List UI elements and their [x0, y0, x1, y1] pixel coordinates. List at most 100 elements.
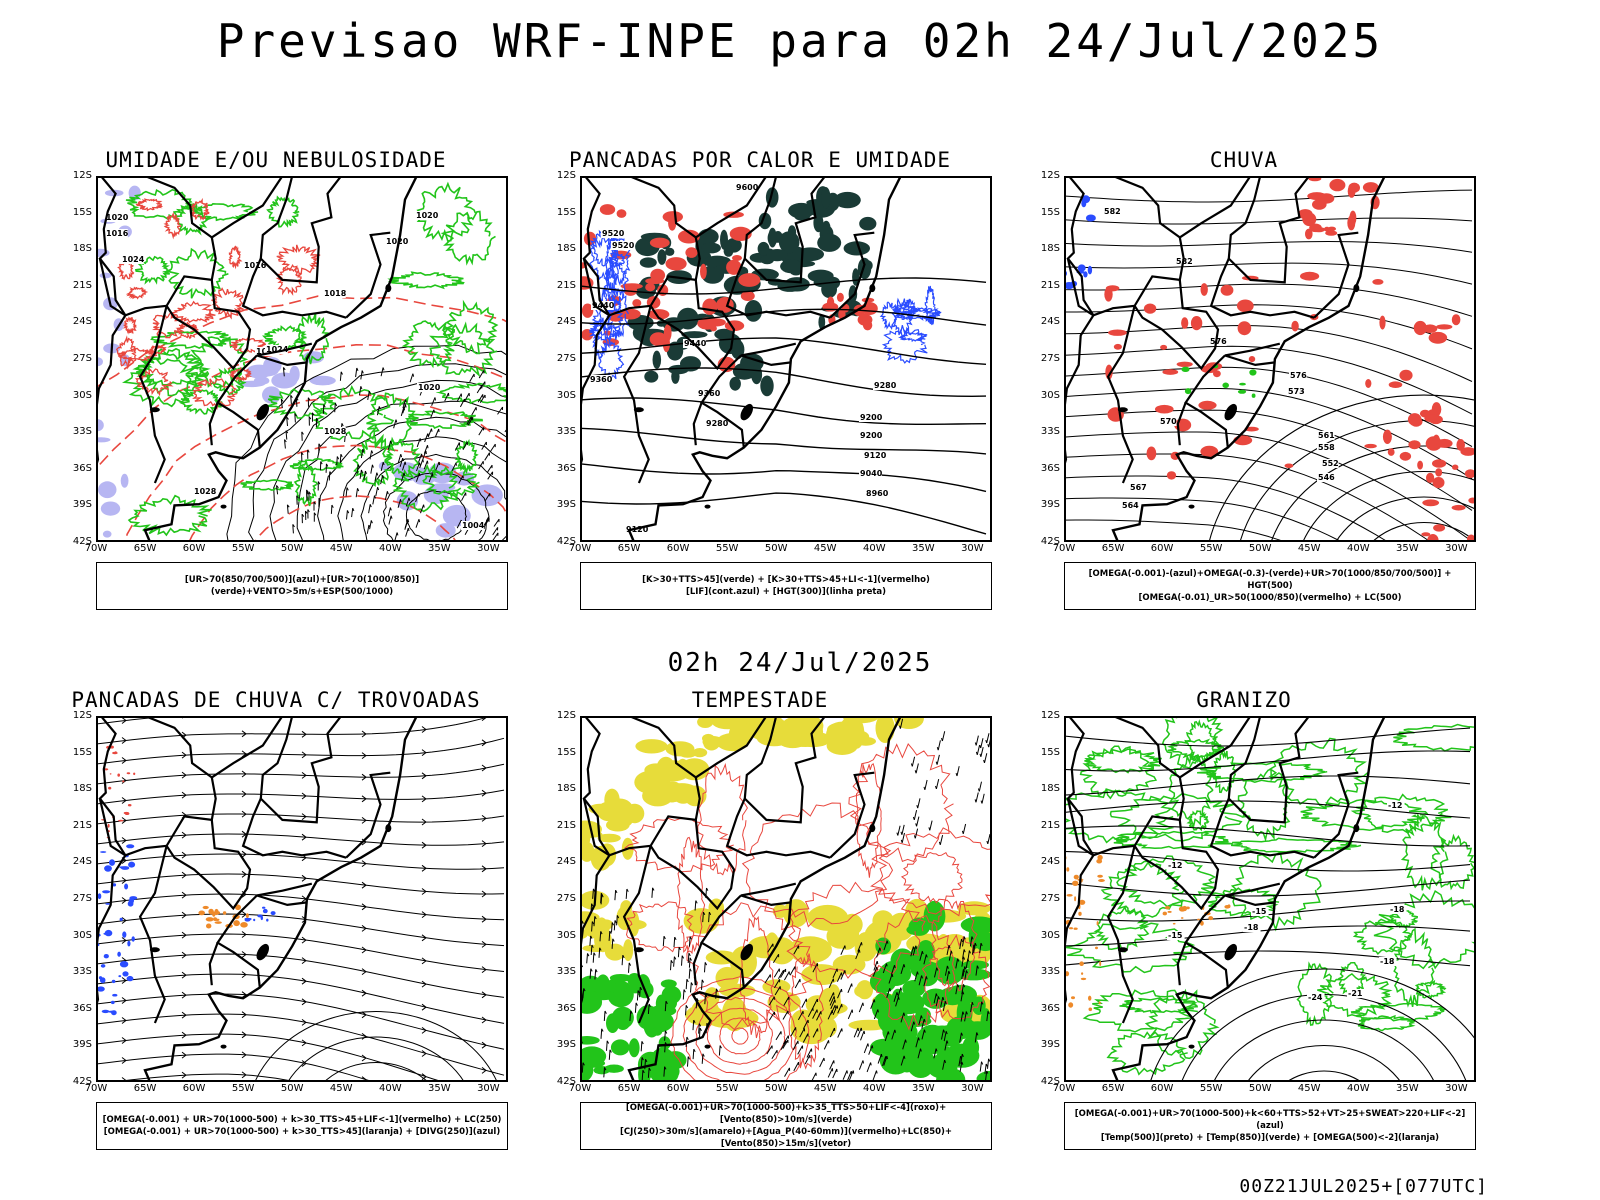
panel-title: UMIDADE E/OU NEBULOSIDADE: [105, 148, 447, 172]
contour-label: -18: [1380, 957, 1395, 966]
legend-line: [OMEGA(-0.001)+UR>70(1000-500)+k>35_TTS>…: [625, 1103, 947, 1125]
lat-tick-label: 24S: [1040, 856, 1060, 868]
contour-label: 558: [1318, 443, 1335, 452]
contour-label: 576: [1290, 371, 1307, 380]
lon-tick-label: 50W: [764, 1083, 788, 1094]
lon-tick-label: 40W: [1346, 543, 1370, 554]
panel-title: PANCADAS DE CHUVA C/ TROVOADAS: [71, 688, 481, 712]
contour-label: 1028: [324, 427, 347, 436]
legend-line: [OMEGA(-0.001) + UR>70(1000-500) + k>30_…: [102, 1115, 502, 1125]
lon-tick-label: 55W: [231, 1083, 255, 1094]
contour-label: -15: [1168, 931, 1183, 940]
contour-label: 582: [1176, 257, 1193, 266]
map-area: 12S 15S 18S 21S 24S 27S 30S 33S 36S 39S 42S 70W 65W 6…: [520, 710, 1000, 1116]
lat-tick-label: 12S: [556, 170, 576, 181]
lat-tick-label: 33S: [556, 426, 576, 438]
lon-tick-label: 55W: [715, 543, 739, 554]
legend-line: [K>30+TTS>45](verde) + [K>30+TTS>45+LI<-…: [642, 575, 930, 585]
contour-label: -24: [1308, 993, 1323, 1002]
contour-label: 561: [1318, 431, 1335, 440]
lon-tick-label: 60W: [666, 543, 690, 554]
contour-label: 1028: [194, 487, 217, 496]
contour-label: 582: [1104, 207, 1121, 216]
lon-tick-label: 35W: [1396, 543, 1419, 554]
contour-label: 567: [1130, 483, 1147, 492]
contour-label: 1016: [244, 261, 267, 270]
lon-tick-label: 40W: [378, 1083, 402, 1094]
lat-tick-label: 12S: [72, 170, 92, 181]
map-plot: 9600952095209440944093609360928092809200…: [580, 176, 992, 542]
map-plot: [96, 716, 508, 1082]
lat-tick-label: 15S: [1040, 206, 1060, 218]
lon-tick-label: 50W: [1248, 1083, 1272, 1094]
lon-tick-label: 60W: [1150, 1083, 1174, 1094]
contour-label: 564: [1122, 501, 1139, 510]
lon-tick-label: 60W: [182, 1083, 206, 1094]
lat-tick-label: 15S: [72, 746, 92, 758]
lat-tick-label: 30S: [72, 929, 92, 941]
panel-title: PANCADAS POR CALOR E UMIDADE: [568, 148, 951, 172]
lat-tick-label: 12S: [556, 710, 576, 721]
contour-label: 576: [1210, 337, 1227, 346]
contour-label: 1020: [418, 383, 441, 392]
legend-line: [OMEGA(-0.001) + UR>70(1000-500) + k>30_…: [103, 1127, 501, 1137]
panel-umidade: UMIDADE E/OU NEBULOSIDADE 1020 1016 1024 101…: [36, 148, 516, 628]
contour-label: 9520: [602, 229, 625, 238]
contour-label: 1024: [122, 255, 145, 264]
lat-tick-label: 18S: [72, 783, 92, 795]
contour-label: 8960: [866, 489, 889, 498]
lon-tick-label: 70W: [568, 543, 592, 554]
lon-tick-label: 40W: [862, 1083, 886, 1094]
lat-tick-label: 24S: [72, 856, 92, 868]
legend-box: [OMEGA(-0.001)+UR>70(1000-500)+k<60+TTS>…: [1064, 1102, 1476, 1150]
lon-tick-label: 70W: [1052, 543, 1076, 554]
legend-box: [UR>70(850/700/500)](azul)+[UR>70(1000/8…: [96, 562, 508, 610]
lat-tick-label: 27S: [72, 353, 92, 364]
contour-label: -21: [1348, 989, 1363, 998]
map-area: -12 -12 -15 -18 -18 -15 -18 -24 -21 12S 15S 18S 21S 2…: [1004, 710, 1484, 1116]
contour-label: 9280: [706, 419, 729, 428]
map-plot: -12 -12 -15 -18 -18 -15 -18 -24 -21: [1064, 716, 1476, 1082]
legend-line: [LIF](cont.azul) + [HGT(300)](linha pret…: [685, 587, 887, 597]
lat-tick-label: 36S: [72, 462, 92, 474]
lon-tick-label: 65W: [617, 1083, 641, 1094]
lat-tick-label: 27S: [72, 893, 92, 904]
lon-tick-label: 65W: [133, 543, 157, 554]
lat-tick-label: 42S: [556, 536, 576, 547]
contour-label: 9440: [684, 339, 707, 348]
contour-label: -12: [1388, 801, 1402, 810]
lon-tick-label: 30W: [961, 1083, 984, 1094]
legend-box: [K>30+TTS>45](verde) + [K>30+TTS>45+LI<-…: [580, 562, 992, 610]
lon-tick-label: 45W: [1297, 1083, 1321, 1094]
panel-tempestade: TEMPESTADE 12S 15S 18S 21S 24S 27S 30S 33S 36S 39S…: [520, 688, 1000, 1168]
lat-tick-label: 39S: [556, 499, 576, 511]
contour-label: 1018: [324, 289, 347, 298]
lon-tick-label: 35W: [912, 1083, 935, 1094]
lon-tick-label: 70W: [84, 543, 108, 554]
lat-tick-label: 33S: [1040, 426, 1060, 438]
lon-tick-label: 30W: [1445, 1083, 1468, 1094]
lat-tick-label: 39S: [72, 1039, 92, 1051]
contour-label: -18: [1390, 905, 1405, 914]
lat-tick-label: 36S: [1040, 462, 1060, 474]
lon-tick-label: 45W: [1297, 543, 1321, 554]
lat-tick-label: 18S: [556, 243, 576, 255]
lat-tick-label: 27S: [1040, 353, 1060, 364]
lat-tick-label: 39S: [1040, 1039, 1060, 1051]
panel-title: CHUVA: [1209, 148, 1279, 172]
lon-tick-label: 50W: [280, 543, 304, 554]
lon-tick-label: 50W: [280, 1083, 304, 1094]
contour-label: 546: [1318, 473, 1335, 482]
lat-tick-label: 24S: [556, 856, 576, 868]
contour-label: 9360: [590, 375, 613, 384]
lat-tick-label: 33S: [72, 966, 92, 978]
lat-tick-label: 42S: [1040, 536, 1060, 547]
lon-tick-label: 40W: [1346, 1083, 1370, 1094]
lon-tick-label: 65W: [1101, 1083, 1125, 1094]
map-area: 1020101610241016102010181020102010201028…: [36, 170, 516, 576]
lat-tick-label: 33S: [556, 966, 576, 978]
lat-tick-label: 21S: [1040, 279, 1060, 291]
lon-tick-label: 35W: [428, 543, 451, 554]
lon-tick-label: 50W: [764, 543, 788, 554]
contour-label: -12: [1168, 861, 1182, 870]
